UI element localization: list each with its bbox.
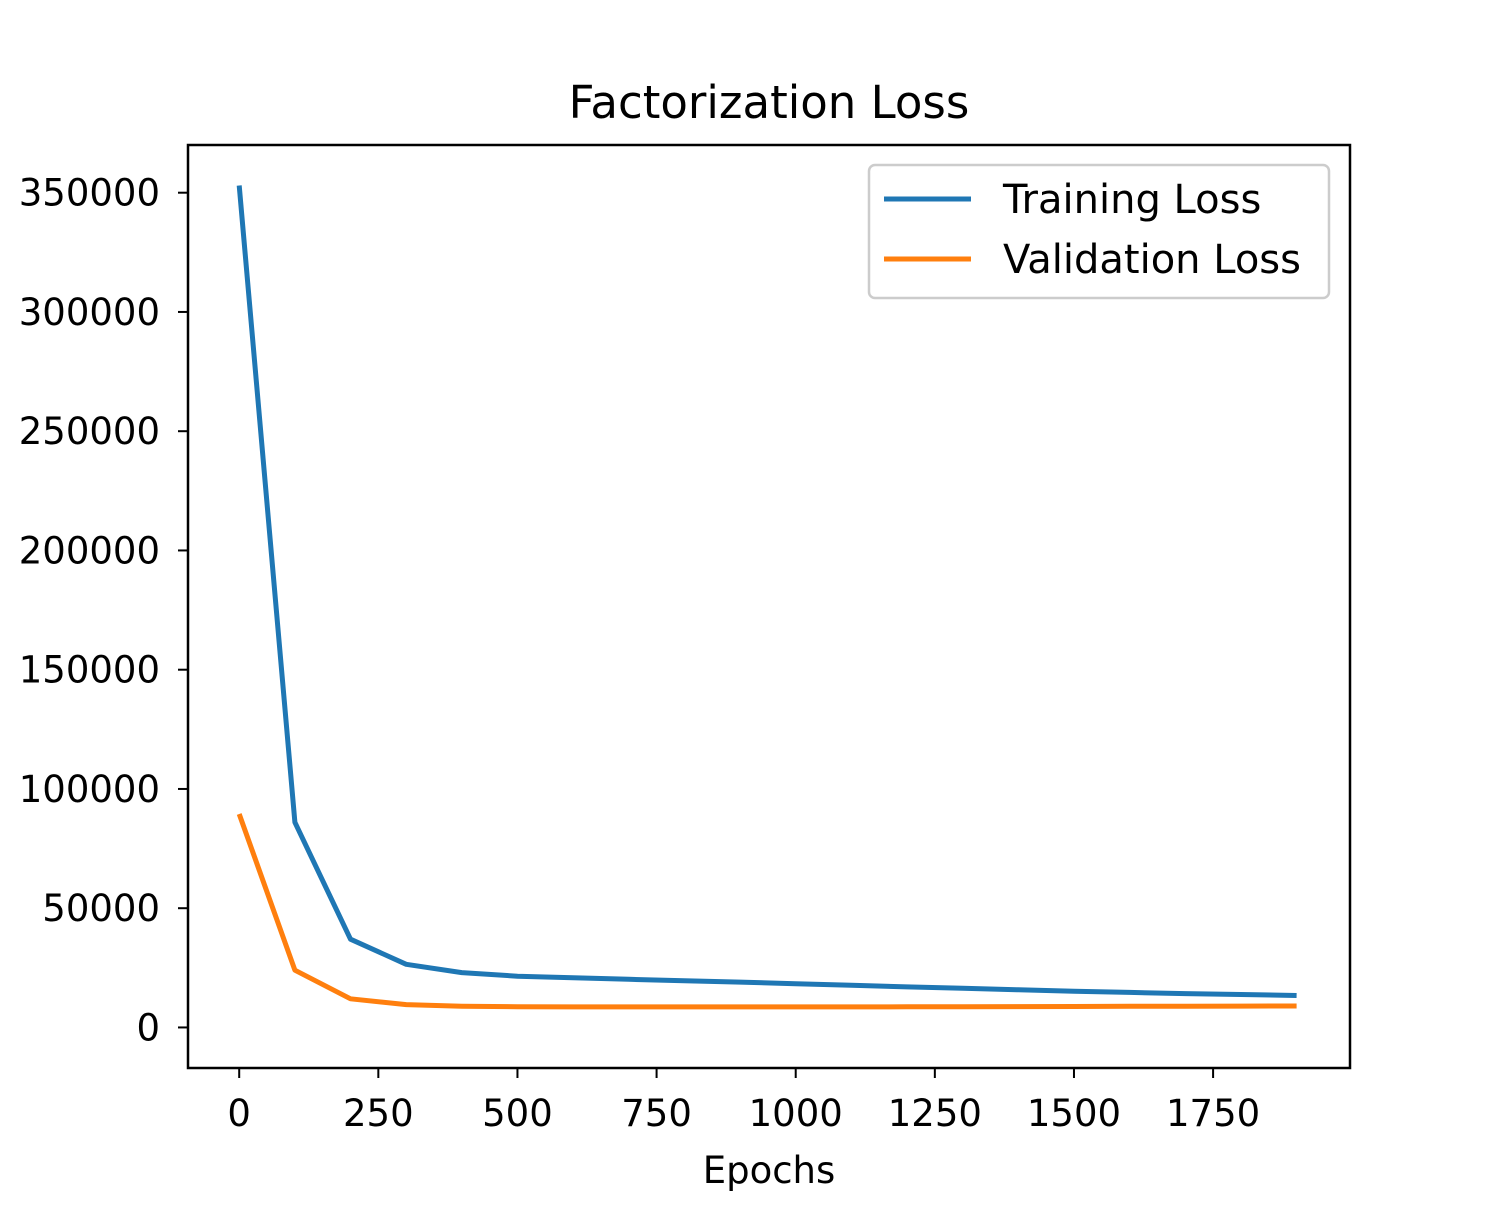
y-axis-ticks: 0 50000 100000 150000 200000 250000 300000 3500… (19, 172, 188, 1049)
series-lines (236, 185, 1297, 1010)
y-tick-label: 250000 (19, 410, 160, 453)
plot-frame (186, 143, 1352, 1070)
legend-label-validation-loss: Validation Loss (1003, 237, 1301, 283)
x-tick-label: 1000 (749, 1092, 843, 1135)
chart-title: Factorization Loss (569, 76, 970, 129)
x-axis-label: Epochs (703, 1149, 836, 1192)
y-tick-label: 200000 (19, 529, 160, 572)
series-line-training-loss (236, 185, 1297, 998)
y-tick-label: 100000 (19, 768, 160, 811)
legend-label-training-loss: Training Loss (1002, 177, 1261, 223)
y-tick-label: 150000 (19, 649, 160, 692)
x-tick-label: 0 (227, 1092, 251, 1135)
y-tick-label: 350000 (19, 172, 160, 215)
x-tick-label: 1750 (1166, 1092, 1260, 1135)
series-line-validation-loss (236, 813, 1297, 1010)
x-tick-label: 250 (343, 1092, 414, 1135)
legend: Training Loss Validation Loss (867, 163, 1331, 300)
x-tick-label: 750 (621, 1092, 692, 1135)
y-tick-label: 0 (136, 1006, 160, 1049)
y-tick-label: 50000 (42, 887, 160, 930)
x-axis-ticks: 0 250 500 750 1000 1250 1500 1750 (227, 1068, 1260, 1135)
x-tick-label: 500 (482, 1092, 553, 1135)
x-tick-label: 1500 (1027, 1092, 1121, 1135)
x-tick-label: 1250 (888, 1092, 982, 1135)
legend-box (867, 163, 1331, 300)
y-tick-label: 300000 (19, 291, 160, 334)
